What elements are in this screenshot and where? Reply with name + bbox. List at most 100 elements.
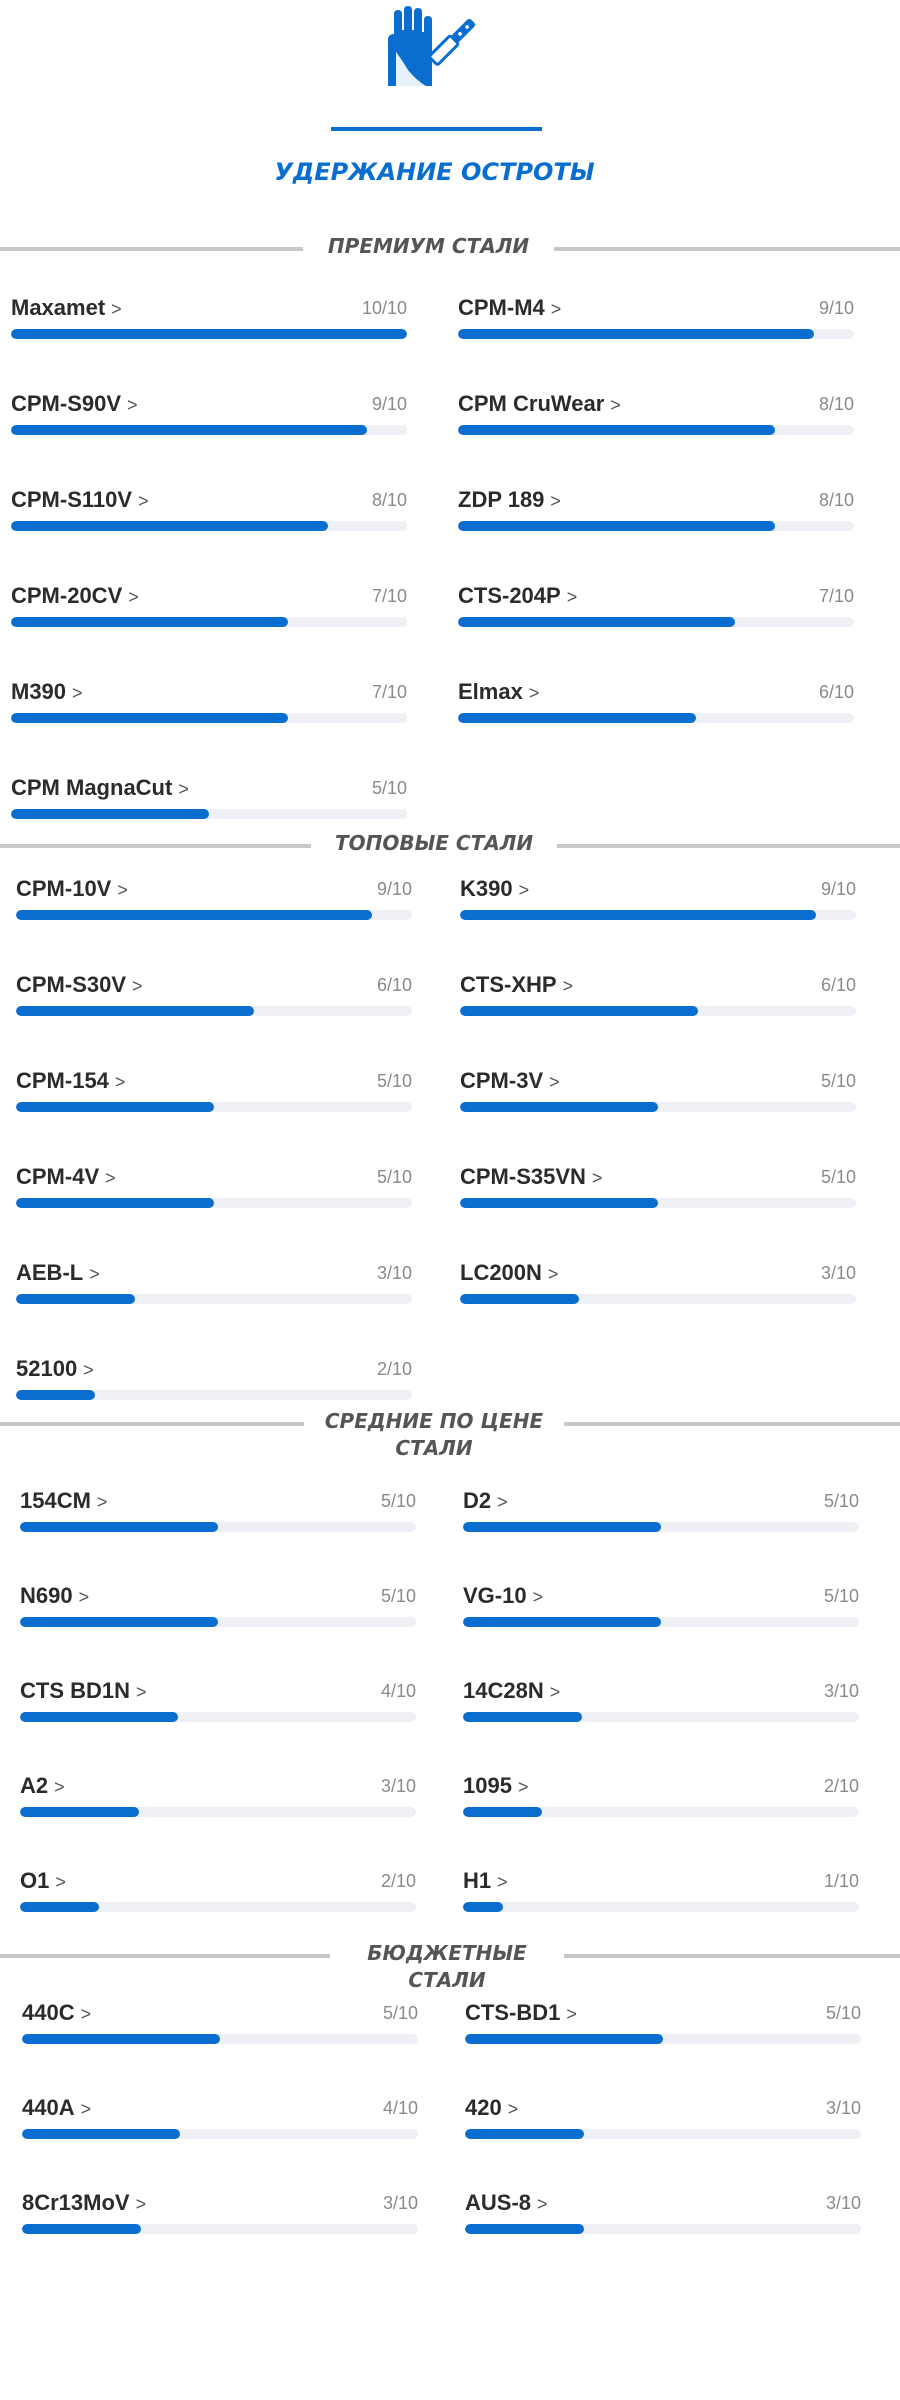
steel-name-link[interactable]: CPM MagnaCut > [11, 775, 189, 802]
steel-item[interactable]: CPM-4V > 5/10 [16, 1164, 412, 1234]
steel-name-link[interactable]: K390 > [460, 876, 529, 903]
steel-name-link[interactable]: 8Cr13MoV > [22, 2190, 146, 2217]
rating-bar-fill [16, 1006, 254, 1016]
steel-item[interactable]: 154CM >5/10 [20, 1488, 416, 1558]
steel-item[interactable]: VG-10 >5/10 [463, 1583, 859, 1653]
section-title: СРЕДНИЕ ПО ЦЕНЕ СТАЛИ [324, 1409, 544, 1460]
steel-item[interactable]: M390 > 7/10 [11, 679, 407, 749]
steel-name-link[interactable]: CPM-S110V > [11, 487, 149, 514]
rating-bar [11, 809, 407, 819]
steel-item[interactable]: AEB-L >3/10 [16, 1260, 412, 1330]
steel-item[interactable]: A2 >3/10 [20, 1773, 416, 1843]
steel-name-link[interactable]: CPM-S30V > [16, 972, 143, 999]
steel-item[interactable]: 52100 >2/10 [16, 1356, 412, 1426]
steel-item[interactable]: CPM-S90V >9/10 [11, 391, 407, 461]
chevron-right-icon: > [610, 395, 621, 415]
steel-item[interactable]: Elmax >6/10 [458, 679, 854, 749]
steel-item[interactable]: 420 >3/10 [465, 2095, 861, 2165]
rating-bar [11, 521, 407, 531]
steel-name-link[interactable]: CPM-S35VN > [460, 1164, 602, 1191]
steel-name-link[interactable]: Maxamet > [11, 295, 122, 322]
steel-name-link[interactable]: CPM-20CV > [11, 583, 139, 610]
steel-item[interactable]: CPM-10V >9/10 [16, 876, 412, 946]
steel-item[interactable]: O1 >2/10 [20, 1868, 416, 1938]
rating-bar [16, 1390, 412, 1400]
chevron-right-icon: > [566, 587, 578, 607]
steel-name-link[interactable]: CTS-204P > [458, 583, 577, 610]
steel-item[interactable]: 14C28N >3/10 [463, 1678, 859, 1748]
steel-item[interactable]: CTS-BD1 >5/10 [465, 2000, 861, 2070]
steel-name-link[interactable]: CTS-XHP > [460, 972, 573, 999]
steel-item[interactable]: 440A >4/10 [22, 2095, 418, 2165]
rating-bar-fill [22, 2034, 220, 2044]
steel-name-link[interactable]: CPM-S90V > [11, 391, 138, 418]
steel-name-link[interactable]: O1 > [20, 1868, 66, 1895]
steel-name-link[interactable]: CPM-3V > [460, 1068, 560, 1095]
steel-name-link[interactable]: AEB-L > [16, 1260, 100, 1287]
steel-item[interactable]: N690 >5/10 [20, 1583, 416, 1653]
steel-item[interactable]: H1 >1/10 [463, 1868, 859, 1938]
steel-item[interactable]: CPM-S110V > 8/10 [11, 487, 407, 557]
steel-item[interactable]: CPM-154 >5/10 [16, 1068, 412, 1138]
steel-item[interactable]: CPM CruWear >8/10 [458, 391, 854, 461]
steel-item[interactable]: 1095 >2/10 [463, 1773, 859, 1843]
steel-name-link[interactable]: M390 > [11, 679, 83, 706]
steel-name-link[interactable]: CPM-10V > [16, 876, 128, 903]
steel-name-link[interactable]: 52100 > [16, 1356, 94, 1383]
steel-name-link[interactable]: A2 > [20, 1773, 65, 1800]
steel-name-link[interactable]: 14C28N > [463, 1678, 560, 1705]
steel-name-link[interactable]: CPM-154 > [16, 1068, 125, 1095]
steel-item[interactable]: CTS-204P >7/10 [458, 583, 854, 653]
steel-name: CPM-20CV [11, 583, 123, 608]
steel-item[interactable]: CTS-XHP >6/10 [460, 972, 856, 1042]
steel-score: 7/10 [371, 682, 407, 702]
steel-name-link[interactable]: LC200N > [460, 1260, 558, 1287]
steel-item[interactable]: K390 >9/10 [460, 876, 856, 946]
steel-name-link[interactable]: 420 > [465, 2095, 518, 2122]
steel-name-link[interactable]: ZDP 189 > [458, 487, 561, 514]
steel-score: 3/10 [825, 2193, 861, 2213]
steel-item[interactable]: 440C >5/10 [22, 2000, 418, 2070]
steel-item[interactable]: AUS-8 > 3/10 [465, 2190, 861, 2260]
steel-item[interactable]: CPM-3V >5/10 [460, 1068, 856, 1138]
steel-name-link[interactable]: 440C > [22, 2000, 91, 2027]
steel-name-link[interactable]: CPM CruWear > [458, 391, 621, 418]
steel-item[interactable]: D2 >5/10 [463, 1488, 859, 1558]
steel-item[interactable]: CPM-S35VN >5/10 [460, 1164, 856, 1234]
steel-name-link[interactable]: CTS BD1N > [20, 1678, 147, 1705]
chevron-right-icon: > [507, 2099, 519, 2119]
steel-score: 8/10 [371, 490, 407, 510]
steel-item[interactable]: CPM-M4 >9/10 [458, 295, 854, 365]
steel-name-link[interactable]: CPM-M4 > [458, 295, 561, 322]
steel-score: 5/10 [376, 1167, 412, 1187]
steel-item[interactable]: ZDP 189 >8/10 [458, 487, 854, 557]
steel-name: CTS-XHP [460, 972, 557, 997]
rating-bar [458, 425, 854, 435]
steel-name-link[interactable]: CTS-BD1 > [465, 2000, 577, 2027]
steel-item[interactable]: Maxamet >10/10 [11, 295, 407, 365]
steel-name: CPM-10V [16, 876, 112, 901]
rating-bar [16, 1294, 412, 1304]
steel-name-link[interactable]: AUS-8 > [465, 2190, 548, 2217]
rating-bar [463, 1902, 859, 1912]
steel-item[interactable]: LC200N >3/10 [460, 1260, 856, 1330]
steel-name-link[interactable]: CPM-4V > [16, 1164, 116, 1191]
steel-item[interactable]: CTS BD1N >4/10 [20, 1678, 416, 1748]
steel-item[interactable]: 8Cr13MoV >3/10 [22, 2190, 418, 2260]
steel-name-link[interactable]: N690 > [20, 1583, 89, 1610]
steel-item[interactable]: CPM-S30V >6/10 [16, 972, 412, 1042]
steel-name-link[interactable]: 154CM > [20, 1488, 107, 1515]
steel-name-link[interactable]: D2 > [463, 1488, 508, 1515]
steel-name: 420 [465, 2095, 502, 2120]
steel-name-link[interactable]: 1095 > [463, 1773, 528, 1800]
steel-name-link[interactable]: H1 > [463, 1868, 508, 1895]
rating-bar-fill [11, 521, 328, 531]
steel-item[interactable]: CPM MagnaCut >5/10 [11, 775, 407, 845]
steel-item[interactable]: CPM-20CV >7/10 [11, 583, 407, 653]
chevron-right-icon: > [114, 1072, 126, 1092]
steel-name-link[interactable]: Elmax > [458, 679, 539, 706]
steel-name-link[interactable]: VG-10 > [463, 1583, 543, 1610]
steel-name-link[interactable]: 440A > [22, 2095, 91, 2122]
chevron-right-icon: > [105, 1168, 116, 1188]
section-divider-left [0, 1422, 304, 1426]
